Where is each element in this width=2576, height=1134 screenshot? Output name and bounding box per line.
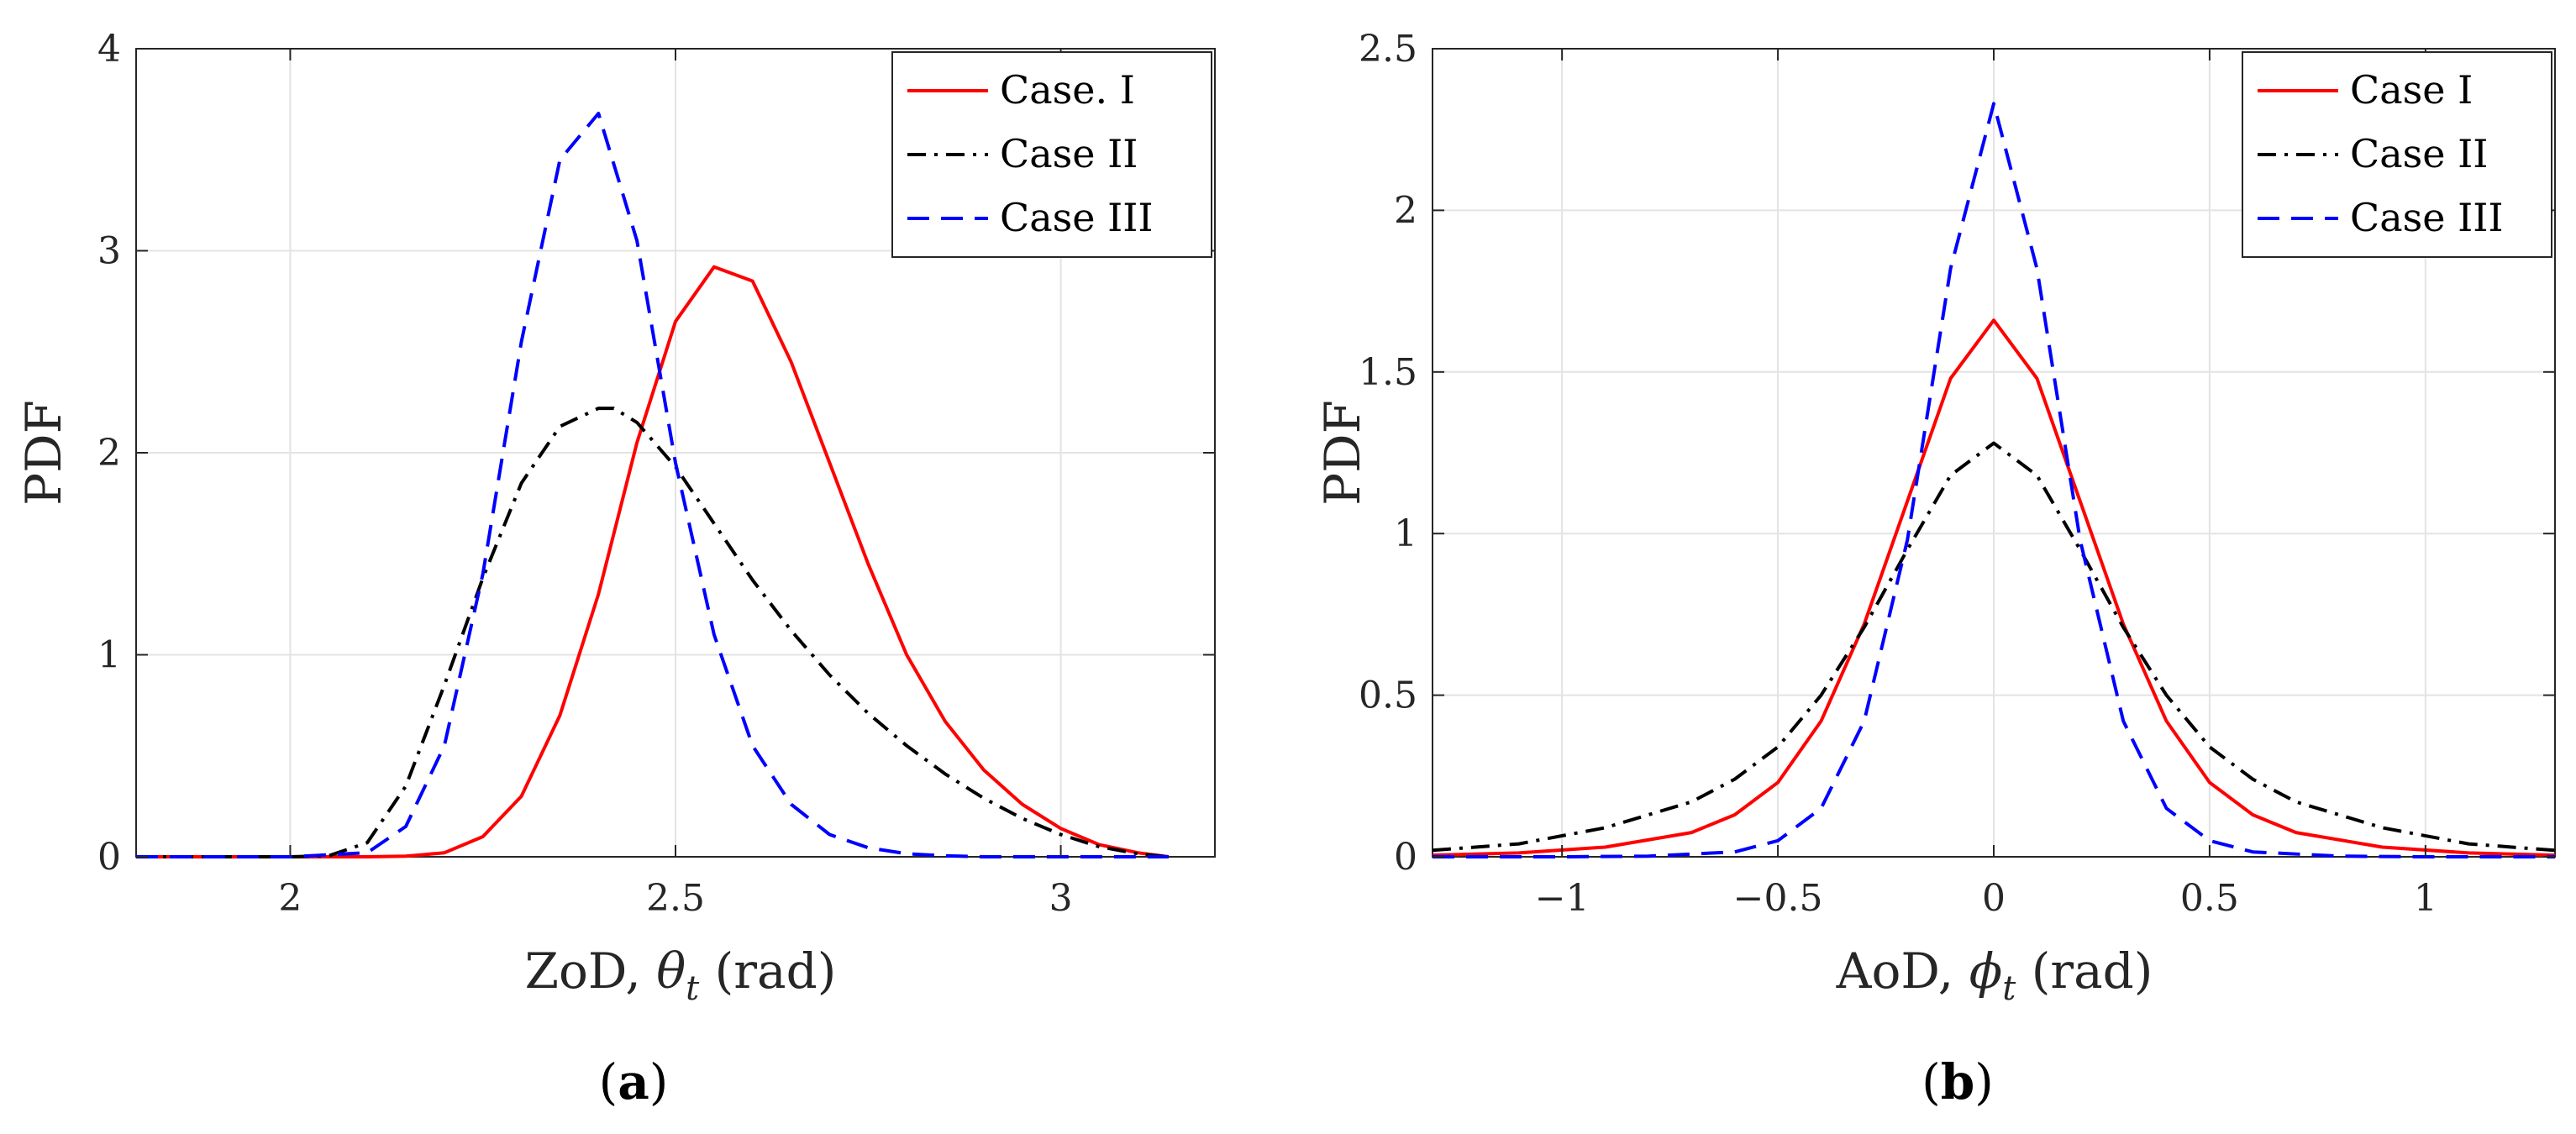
chart-b-legend: Case I Case II Case III xyxy=(2242,51,2552,258)
chart-a-legend-label-2: Case II xyxy=(1000,131,1138,176)
chart-a-legend-label-1: Case. I xyxy=(1000,67,1135,113)
chart-b-y-tick-label: 2 xyxy=(1394,189,1417,232)
chart-a-x-tick-label: 2.5 xyxy=(646,877,705,920)
chart-b-y-tick-label: 2.5 xyxy=(1359,28,1417,71)
chart-b-legend-box xyxy=(2242,51,2552,258)
chart-a-panel-label: (a) xyxy=(599,1053,669,1110)
chart-b-legend-label-3: Case III xyxy=(2350,195,2504,240)
chart-a-series-2-line xyxy=(136,407,1170,858)
chart-a-y-tick-label: 1 xyxy=(97,634,121,677)
chart-b-legend-label-1: Case I xyxy=(2350,67,2473,113)
chart-b-x-tick-label: 1 xyxy=(2414,877,2437,920)
chart-b-panel-label: (b) xyxy=(1921,1053,1994,1110)
chart-a-y-tick-label: 0 xyxy=(97,836,121,879)
chart-b-y-axis-label: PDF xyxy=(1314,400,1371,506)
chart-b: −1 −0.5 0 0.5 1 0 0.5 1 1.5 2 2.5 AoD, ϕt (rad) P… xyxy=(1314,28,2556,1110)
chart-a-y-tick-label: 4 xyxy=(97,28,121,71)
chart-a-x-tick-label: 3 xyxy=(1049,877,1073,920)
chart-a-series-1-line xyxy=(136,265,1170,858)
chart-b-x-axis-label: AoD, ϕt (rad) xyxy=(1836,942,2153,1008)
chart-b-y-tick-label: 1.5 xyxy=(1359,351,1417,394)
chart-b-x-tick-label: 0 xyxy=(1982,877,2006,920)
chart-a-y-tick-label: 2 xyxy=(97,432,121,475)
chart-a-legend: Case. I Case II Case III xyxy=(891,51,1212,258)
chart-b-series-2-line xyxy=(1432,441,2556,853)
chart-a-y-axis-label: PDF xyxy=(15,400,72,506)
chart-b-y-tick-label: 1 xyxy=(1394,512,1417,555)
chart-b-y-tick-label: 0.5 xyxy=(1359,675,1417,717)
chart-b-y-tick-label: 0 xyxy=(1394,836,1417,879)
chart-b-series-3-line xyxy=(1433,102,2555,858)
chart-b-legend-label-2: Case II xyxy=(2350,131,2488,176)
chart-b-x-tick-label: −1 xyxy=(1535,877,1590,920)
chart-b-x-tick-label: 0.5 xyxy=(2180,877,2239,920)
chart-a-series-3-line xyxy=(136,112,1169,858)
chart-a-x-axis-label: ZoD, θt (rad) xyxy=(525,942,837,1008)
chart-a-y-tick-label: 3 xyxy=(97,230,121,273)
chart-b-x-tick-label: −0.5 xyxy=(1733,877,1823,920)
chart-b-series-1-line xyxy=(1432,318,2556,858)
chart-a-x-tick-label: 2 xyxy=(278,877,302,920)
chart-a-legend-box xyxy=(891,51,1212,258)
chart-a-legend-label-3: Case III xyxy=(1000,195,1154,240)
